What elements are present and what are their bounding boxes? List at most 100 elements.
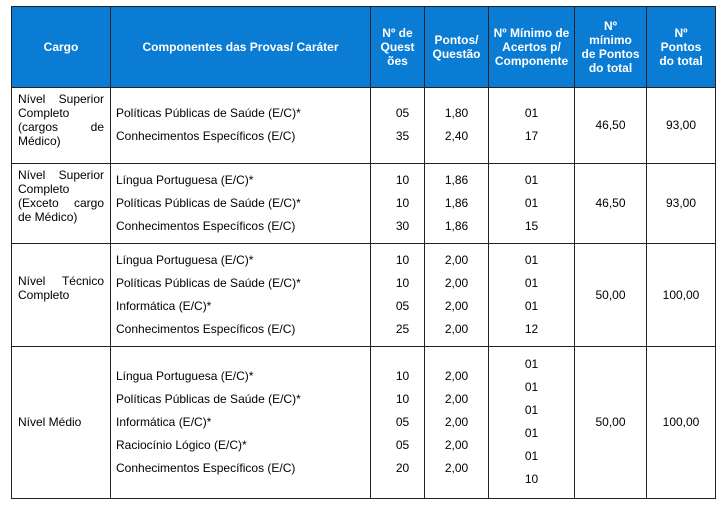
cargo-label: Nível Superior Completo (cargos de Médic… — [18, 92, 104, 148]
pontos-total-cell: 93,00 — [646, 162, 716, 244]
questoes-value: 25 — [395, 321, 410, 336]
minimo-pontos-cell: 50,00 — [574, 242, 647, 347]
questoes-value: 05 — [395, 106, 410, 121]
pontos-cell: 1,86 1,86 1,86 — [424, 162, 489, 244]
header-cargo: Cargo — [11, 6, 111, 88]
componente-item: Língua Portuguesa (E/C)* — [116, 252, 254, 267]
cargo-cell: Nível Técnico Completo — [11, 242, 111, 347]
header-minimo-pontos: Nº mínimo de Pontos do total — [574, 6, 647, 88]
questoes-value: 10 — [395, 252, 410, 267]
minimo-pontos-value: 46,50 — [595, 196, 626, 211]
questoes-value: 10 — [395, 195, 410, 210]
questoes-value: 10 — [395, 391, 410, 406]
pontos-value: 2,40 — [444, 129, 469, 144]
acertos-value: 01 — [524, 298, 539, 313]
componente-item: Políticas Públicas de Saúde (E/C)* — [116, 275, 301, 290]
pontos-value: 2,00 — [444, 414, 469, 429]
componente-item: Língua Portuguesa (E/C)* — [116, 172, 254, 187]
componentes-cell: Políticas Públicas de Saúde (E/C)* Conhe… — [110, 87, 371, 164]
cargo-label: Nível Médio — [18, 415, 82, 430]
pontos-value: 2,00 — [444, 252, 469, 267]
questoes-cell: 10 10 05 05 20 — [370, 345, 425, 499]
header-componentes: Componentes das Provas/ Caráter — [110, 6, 371, 88]
minimo-pontos-value: 46,50 — [595, 118, 626, 133]
questoes-value: 05 — [395, 298, 410, 313]
pontos-total-value: 93,00 — [665, 118, 697, 133]
acertos-value: 12 — [524, 321, 539, 336]
pontos-total-value: 93,00 — [665, 196, 697, 211]
acertos-cell: 01 01 01 01 01 10 — [488, 345, 575, 499]
questoes-value: 20 — [395, 460, 410, 475]
cargo-label: Nível Superior Completo (Exceto cargo de… — [18, 167, 104, 224]
header-cargo-label: Cargo — [43, 40, 79, 54]
acertos-cell: 01 17 — [488, 87, 575, 164]
pontos-cell: 2,00 2,00 2,00 2,00 — [424, 242, 489, 347]
questoes-cell: 10 10 05 25 — [370, 242, 425, 347]
header-minimo-pontos-label: Nº mínimo de Pontos do total — [581, 19, 640, 75]
componente-item: Informática (E/C)* — [116, 414, 212, 429]
acertos-value: 01 — [524, 195, 539, 210]
questoes-value: 05 — [395, 414, 410, 429]
questoes-cell: 10 10 30 — [370, 162, 425, 244]
componente-item: Informática (E/C)* — [116, 298, 212, 313]
pontos-total-cell: 93,00 — [646, 87, 716, 164]
componente-item: Língua Portuguesa (E/C)* — [116, 368, 254, 383]
acertos-value: 01 — [524, 275, 539, 290]
acertos-value: 10 — [524, 472, 539, 487]
header-pontos-total-label: Nº Pontos do total — [659, 26, 703, 68]
componente-item: Conhecimentos Específicos (E/C) — [116, 129, 296, 144]
header-minimo-acertos-label: Nº Mínimo de Acertos p/ Componente — [493, 26, 570, 68]
pontos-value: 2,00 — [444, 275, 469, 290]
minimo-pontos-value: 50,00 — [595, 287, 626, 302]
componente-item: Políticas Públicas de Saúde (E/C)* — [116, 391, 301, 406]
pontos-cell: 1,80 2,40 — [424, 87, 489, 164]
acertos-value: 17 — [524, 129, 539, 144]
pontos-value: 2,00 — [444, 437, 469, 452]
componente-item: Conhecimentos Específicos (E/C) — [116, 460, 296, 475]
componente-item: Raciocínio Lógico (E/C)* — [116, 437, 247, 452]
pontos-total-cell: 100,00 — [646, 345, 716, 499]
pontos-value: 1,86 — [444, 172, 469, 187]
cargo-label: Nível Técnico Completo — [18, 273, 104, 302]
pontos-value: 2,00 — [444, 460, 469, 475]
questoes-cell: 05 35 — [370, 87, 425, 164]
cargo-cell: Nível Superior Completo (cargos de Médic… — [11, 87, 111, 164]
acertos-cell: 01 01 01 12 — [488, 242, 575, 347]
acertos-value: 01 — [524, 426, 539, 441]
pontos-value: 1,80 — [444, 106, 469, 121]
componentes-cell: Língua Portuguesa (E/C)* Políticas Públi… — [110, 242, 371, 347]
minimo-pontos-cell: 46,50 — [574, 87, 647, 164]
header-pontos-questao-label: Pontos/ Questão — [432, 33, 481, 61]
acertos-cell: 01 01 15 — [488, 162, 575, 244]
componente-item: Políticas Públicas de Saúde (E/C)* — [116, 195, 301, 210]
componentes-cell: Língua Portuguesa (E/C)* Políticas Públi… — [110, 162, 371, 244]
pontos-value: 2,00 — [444, 391, 469, 406]
minimo-pontos-cell: 50,00 — [574, 345, 647, 499]
table-row: Nível Médio Língua Portuguesa (E/C)* Pol… — [11, 345, 716, 499]
cargo-cell: Nível Superior Completo (Exceto cargo de… — [11, 162, 111, 244]
acertos-value: 01 — [524, 106, 539, 121]
componentes-cell: Língua Portuguesa (E/C)* Políticas Públi… — [110, 345, 371, 499]
acertos-value: 01 — [524, 357, 539, 372]
header-questoes: Nº de Quest ões — [370, 6, 425, 88]
exam-components-table: Cargo Componentes das Provas/ Caráter Nº… — [11, 6, 716, 499]
pontos-value: 2,00 — [444, 321, 469, 336]
componente-item: Conhecimentos Específicos (E/C) — [116, 321, 296, 336]
questoes-value: 10 — [395, 368, 410, 383]
componente-item: Conhecimentos Específicos (E/C) — [116, 218, 296, 233]
questoes-value: 05 — [395, 437, 410, 452]
pontos-value: 2,00 — [444, 298, 469, 313]
questoes-value: 10 — [395, 275, 410, 290]
pontos-cell: 2,00 2,00 2,00 2,00 2,00 — [424, 345, 489, 499]
questoes-value: 10 — [395, 172, 410, 187]
pontos-total-value: 100,00 — [662, 415, 700, 430]
table-row: Nível Técnico Completo Língua Portuguesa… — [11, 242, 716, 347]
pontos-value: 1,86 — [444, 218, 469, 233]
header-pontos-total: Nº Pontos do total — [646, 6, 716, 88]
acertos-value: 01 — [524, 449, 539, 464]
header-questoes-label: Nº de Quest ões — [380, 26, 415, 68]
pontos-total-value: 100,00 — [662, 287, 700, 302]
table-row: Nível Superior Completo (Exceto cargo de… — [11, 162, 716, 244]
acertos-value: 15 — [524, 218, 539, 233]
questoes-value: 35 — [395, 129, 410, 144]
